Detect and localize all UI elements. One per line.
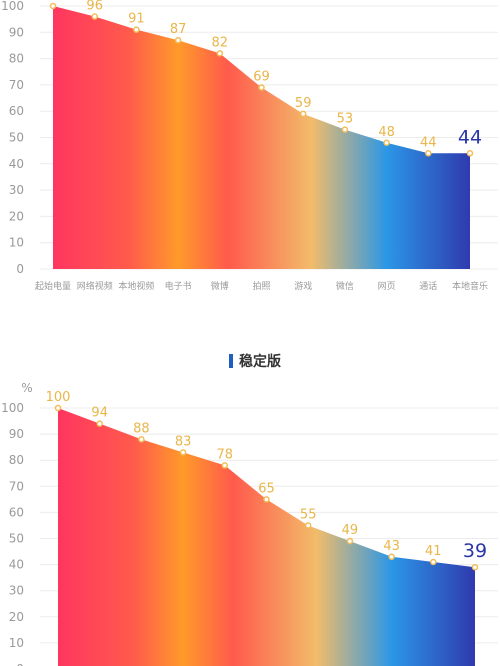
x-tick-label: 微信 bbox=[336, 280, 354, 292]
value-label: 87 bbox=[170, 22, 187, 37]
value-label: 83 bbox=[175, 434, 192, 449]
y-tick-label: 0 bbox=[16, 262, 24, 276]
data-point bbox=[299, 110, 307, 118]
y-tick-label: 70 bbox=[9, 78, 24, 92]
data-point bbox=[341, 126, 349, 133]
y-tick-label: 60 bbox=[9, 505, 24, 519]
y-tick-label: 40 bbox=[9, 157, 24, 171]
y-tick-label: 0 bbox=[16, 662, 24, 666]
y-tick-label: 90 bbox=[9, 25, 24, 39]
value-label: 41 bbox=[425, 544, 442, 559]
y-tick-label: 70 bbox=[9, 479, 24, 493]
data-point bbox=[466, 150, 474, 157]
y-unit-label: % bbox=[21, 381, 32, 395]
data-point bbox=[383, 139, 390, 147]
value-label: 88 bbox=[133, 421, 150, 436]
y-tick-label: 20 bbox=[9, 209, 24, 223]
x-tick-label: 本地音乐 bbox=[452, 280, 488, 292]
y-tick-label: 40 bbox=[9, 558, 24, 572]
value-label: 69 bbox=[253, 70, 270, 85]
chart-2: 0 10 20 30 40 50 60 70 80 90 100 100 94 88 83 78 65 55 49 4… bbox=[1, 353, 498, 666]
value-label: 100 bbox=[41, 0, 66, 3]
data-point bbox=[91, 13, 98, 20]
y-tick-label: 20 bbox=[9, 610, 24, 624]
data-point bbox=[471, 563, 479, 571]
y-tick-label: 10 bbox=[9, 236, 24, 250]
data-point bbox=[133, 26, 140, 33]
data-point bbox=[263, 496, 270, 503]
y-tick-label: 50 bbox=[9, 532, 24, 546]
value-label: 43 bbox=[383, 539, 400, 554]
value-label: 44 bbox=[420, 135, 437, 150]
value-label: 39 bbox=[463, 540, 487, 562]
chart-title: 稳定版 bbox=[239, 353, 281, 370]
data-point bbox=[258, 84, 265, 91]
title-marker bbox=[229, 354, 233, 368]
value-label: 44 bbox=[458, 126, 482, 148]
x-tick-label: 微博 bbox=[211, 280, 229, 292]
value-label: 82 bbox=[212, 35, 229, 50]
value-label: 49 bbox=[342, 523, 359, 538]
x-tick-label: 起始电量 bbox=[35, 280, 71, 292]
y-tick-label: 30 bbox=[9, 584, 24, 598]
data-point bbox=[96, 420, 103, 427]
data-point bbox=[425, 150, 432, 157]
y-tick-label: 80 bbox=[9, 453, 24, 467]
y-tick-label: 30 bbox=[9, 183, 24, 197]
data-point bbox=[49, 2, 57, 10]
y-tick-label: 80 bbox=[9, 52, 24, 66]
y-tick-label: 100 bbox=[1, 0, 24, 13]
data-point bbox=[304, 522, 312, 529]
data-point bbox=[388, 553, 395, 561]
value-label: 55 bbox=[300, 507, 317, 522]
value-label: 59 bbox=[295, 96, 312, 111]
y-tick-label: 10 bbox=[9, 636, 24, 650]
chart-1: 0 10 20 30 40 50 60 70 80 90 100 100 96 91 87 82 69 59 53 4… bbox=[1, 0, 498, 292]
value-label: 100 bbox=[46, 390, 71, 405]
data-point bbox=[216, 50, 224, 57]
data-point bbox=[179, 449, 187, 456]
y-tick-label: 60 bbox=[9, 104, 24, 118]
y-tick-label: 90 bbox=[9, 427, 24, 441]
data-point bbox=[346, 537, 354, 545]
y-tick-label: 100 bbox=[1, 401, 24, 415]
data-point bbox=[430, 558, 437, 566]
value-label: 65 bbox=[258, 481, 275, 496]
data-point bbox=[174, 36, 182, 44]
value-label: 96 bbox=[86, 0, 103, 14]
data-point bbox=[138, 436, 145, 443]
area-fill bbox=[53, 6, 470, 269]
x-tick-label: 拍照 bbox=[252, 280, 270, 292]
area-fill bbox=[58, 408, 475, 666]
x-tick-label: 电子书 bbox=[165, 280, 192, 292]
x-tick-label: 通话 bbox=[419, 280, 437, 292]
value-label: 53 bbox=[337, 112, 354, 127]
x-tick-label: 网络视频 bbox=[77, 280, 113, 292]
data-point bbox=[221, 462, 229, 469]
y-tick-label: 50 bbox=[9, 131, 24, 145]
value-label: 91 bbox=[128, 12, 145, 27]
value-label: 78 bbox=[217, 447, 234, 462]
x-tick-label: 网页 bbox=[378, 281, 396, 292]
x-tick-label: 本地视频 bbox=[118, 280, 154, 292]
value-label: 94 bbox=[91, 406, 108, 421]
x-tick-label: 游戏 bbox=[294, 280, 312, 292]
data-point bbox=[54, 404, 62, 412]
value-label: 48 bbox=[378, 125, 395, 140]
